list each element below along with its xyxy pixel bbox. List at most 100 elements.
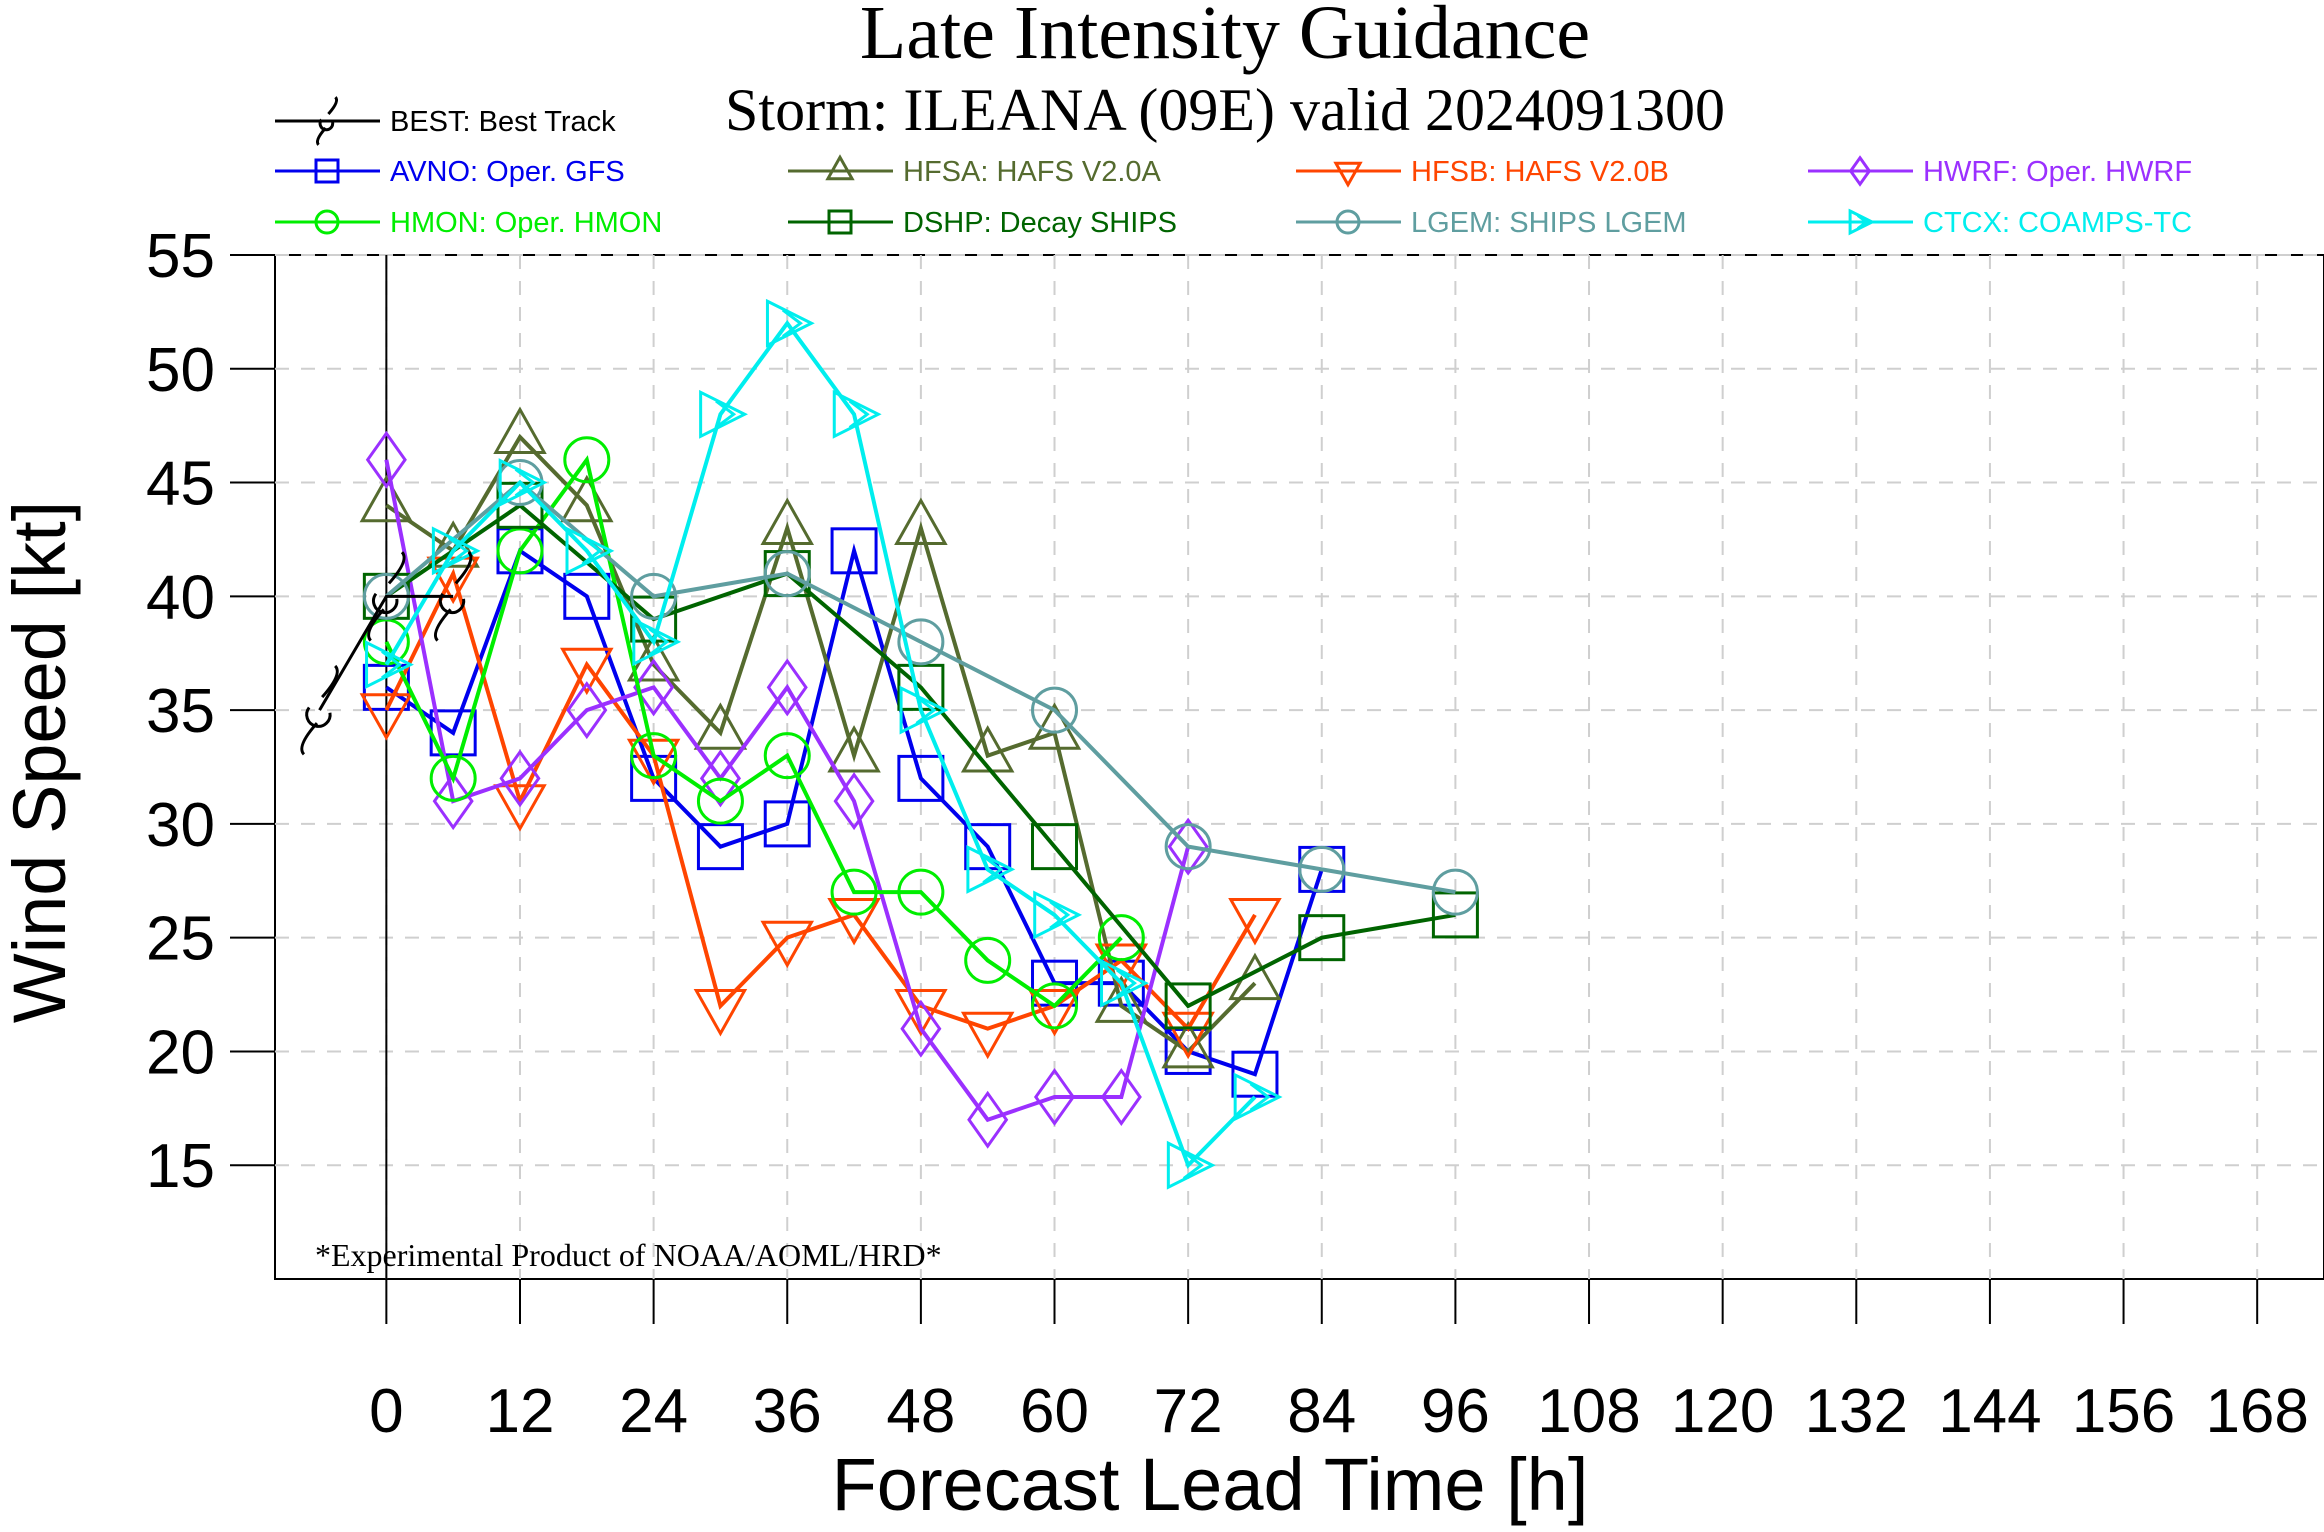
grid [275,254,2324,1279]
data-point [1033,890,1083,940]
plot-area [300,255,1479,1279]
data-point [630,572,678,620]
data-point [760,497,815,545]
data-point [1097,914,1145,962]
data-point [966,844,1016,894]
data-point [493,406,547,454]
legend-item: HFSB: HAFS V2.0B [1296,156,1669,188]
data-point [633,658,675,717]
legend-marker [314,209,340,235]
legend: BEST: Best Track AVNO: Oper. GFS HFSA: HAF… [275,96,2192,239]
legend-marker [1333,161,1363,188]
legend-marker [1848,208,1876,236]
y-tick-label: 25 [146,905,215,974]
data-point [763,800,811,848]
x-tick-label: 120 [1671,1377,1774,1446]
legend-item: CTCX: COAMPS-TC [1808,207,2192,239]
legend-item: AVNO: Oper. GFS [275,156,625,188]
series-line [385,502,1456,1009]
data-point [960,1011,1015,1060]
data-point [897,868,945,916]
legend-label: HWRF: Oper. HWRF [1923,156,2192,188]
data-point [699,389,748,439]
data-point [897,618,945,666]
data-point [498,458,548,507]
data-point [830,527,878,575]
legend-label: LGEM: SHIPS LGEM [1411,207,1687,239]
data-point [365,430,407,489]
data-point [426,556,480,605]
legend-marker [315,96,339,146]
series-line [385,433,1257,1055]
legend-item: LGEM: SHIPS LGEM [1296,207,1687,239]
x-tick-label: 168 [2205,1377,2308,1446]
legend-marker [1848,155,1872,187]
legend-label: DSHP: Decay SHIPS [903,207,1177,239]
data-point [496,527,544,575]
legend-label: HFSA: HAFS V2.0A [903,156,1162,188]
legend-label: CTCX: COAMPS-TC [1923,207,2192,239]
x-tick-label: 24 [619,1377,688,1446]
series-line [318,594,454,711]
data-point [632,617,682,667]
data-point [1231,1050,1279,1098]
data-point [1228,898,1282,946]
x-axis: 0 12 24 36 48 60 72 84 96 108 120 132 144 156 168 [369,1279,2309,1446]
legend-item: DSHP: Decay SHIPS [788,207,1177,239]
data-point [693,989,748,1037]
data-point [827,898,881,946]
x-tick-label: 96 [1421,1377,1490,1446]
data-point [964,936,1012,984]
x-tick-label: 72 [1154,1377,1223,1446]
data-point [1100,958,1149,1008]
series-line [384,455,1123,1009]
y-tick-label: 30 [146,791,215,860]
data-point [432,772,474,831]
legend-item: HFSA: HAFS V2.0A [788,154,1162,188]
series-hfsa [359,406,1282,1069]
plot-frame [274,254,2324,1280]
x-tick-label: 0 [369,1377,403,1446]
legend-label: AVNO: Oper. GFS [390,156,625,188]
y-tick-label: 20 [146,1018,215,1087]
series-best [300,551,473,756]
hurricane-icon [367,551,406,642]
legend-label: HFSB: HAFS V2.0B [1411,156,1669,188]
data-point [894,497,948,545]
data-point [760,920,815,969]
data-point [1233,1072,1283,1122]
legend-marker [1335,209,1361,235]
data-point [900,999,942,1058]
legend-label: BEST: Best Track [390,106,616,138]
series-hwrf [365,430,1209,1149]
data-point [967,1090,1009,1149]
data-point [1431,891,1479,939]
series-lgem [362,459,1479,916]
data-point [897,754,945,802]
data-point [827,725,881,773]
hurricane-icon [300,664,339,756]
data-point [696,823,744,871]
footnote: *Experimental Product of NOAA/AOML/HRD* [315,1237,942,1273]
data-point [832,389,882,439]
data-point [766,658,808,717]
x-tick-label: 36 [753,1377,822,1446]
data-point [763,550,811,598]
data-point [1031,686,1079,734]
legend-marker [314,158,340,184]
data-point [493,784,547,832]
data-point [830,868,878,916]
y-tick-label: 50 [146,336,215,405]
y-tick-label: 15 [146,1132,215,1201]
data-point [1166,1140,1216,1190]
x-axis-label: Forecast Lead Time [h] [832,1443,1589,1526]
legend-item: HWRF: Oper. HWRF [1808,155,2192,188]
y-axis-label: Wind Speed [kt] [0,501,81,1023]
data-point [1164,982,1212,1030]
data-point [359,474,414,523]
data-point [765,298,815,348]
data-point [763,732,811,780]
data-point [1431,868,1479,916]
data-point [1100,1067,1142,1126]
x-tick-label: 60 [1020,1377,1089,1446]
